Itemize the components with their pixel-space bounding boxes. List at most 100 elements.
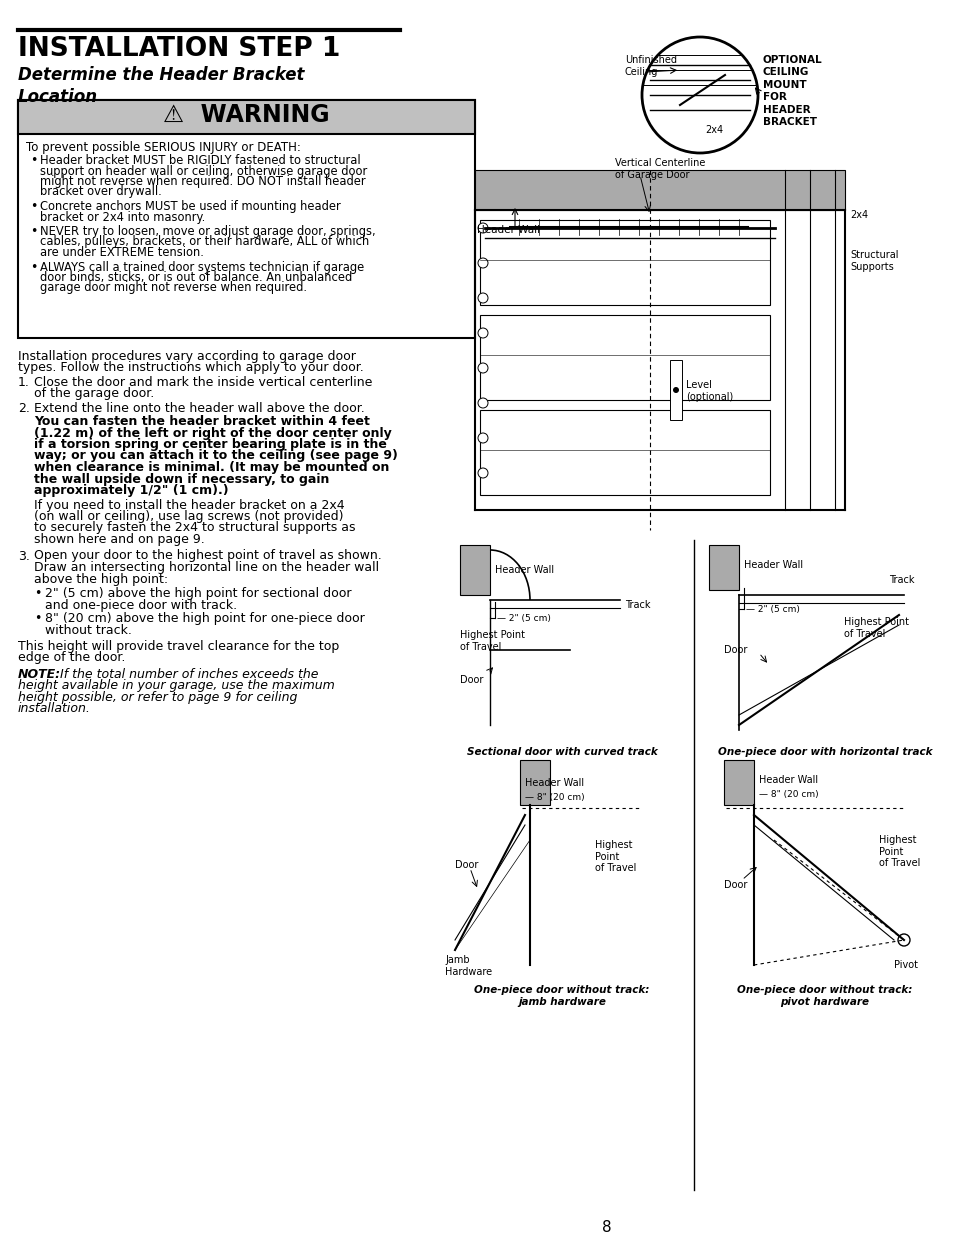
Text: One-piece door without track:
jamb hardware: One-piece door without track: jamb hardw… [474,986,649,1008]
Text: Door: Door [723,881,746,890]
Text: Pivot: Pivot [893,960,917,969]
Text: Header Wall: Header Wall [524,778,583,788]
Bar [723,760,753,805]
Text: garage door might not reverse when required.: garage door might not reverse when requi… [40,282,307,294]
Text: of the garage door.: of the garage door. [34,388,154,400]
Text: edge of the door.: edge of the door. [18,652,125,664]
Text: Highest Point
of Travel: Highest Point of Travel [843,618,908,638]
Text: without track.: without track. [45,624,132,636]
Text: •: • [30,200,37,212]
Text: when clearance is minimal. (It may be mounted on: when clearance is minimal. (It may be mo… [34,461,389,474]
Text: shown here and on page 9.: shown here and on page 9. [34,534,205,546]
Text: Close the door and mark the inside vertical centerline: Close the door and mark the inside verti… [34,375,372,389]
Text: if a torsion spring or center bearing plate is in the: if a torsion spring or center bearing pl… [34,438,387,451]
Text: NEVER try to loosen, move or adjust garage door, springs,: NEVER try to loosen, move or adjust gara… [40,225,375,238]
Text: To prevent possible SERIOUS INJURY or DEATH:: To prevent possible SERIOUS INJURY or DE… [26,141,300,154]
Circle shape [672,387,679,393]
Bar [459,545,490,595]
Circle shape [641,37,758,153]
Text: — 8" (20 cm): — 8" (20 cm) [759,790,818,799]
Text: Header Wall: Header Wall [743,559,802,571]
Text: Header Wall: Header Wall [759,776,818,785]
Text: Determine the Header Bracket
Location: Determine the Header Bracket Location [18,65,304,106]
Circle shape [477,224,488,233]
Text: 8: 8 [601,1220,611,1235]
Text: 8" (20 cm) above the high point for one-piece door: 8" (20 cm) above the high point for one-… [45,613,364,625]
Text: bracket over drywall.: bracket over drywall. [40,185,162,199]
Text: Track: Track [888,576,914,585]
Text: •: • [30,225,37,238]
Circle shape [897,934,909,946]
Text: height possible, or refer to page 9 for ceiling: height possible, or refer to page 9 for … [18,692,297,704]
Text: •: • [30,261,37,273]
Bar [708,545,739,590]
Text: way; or you can attach it to the ceiling (see page 9): way; or you can attach it to the ceiling… [34,450,397,462]
Text: This height will provide travel clearance for the top: This height will provide travel clearanc… [18,640,339,653]
Text: types. Follow the instructions which apply to your door.: types. Follow the instructions which app… [18,362,363,374]
Text: — 2" (5 cm): — 2" (5 cm) [745,605,799,614]
Text: Track: Track [624,600,650,610]
Text: Sectional door with curved track: Sectional door with curved track [466,747,657,757]
Bar [475,170,844,210]
Text: and one-piece door with track.: and one-piece door with track. [45,599,237,611]
Text: Door: Door [459,676,483,685]
Bar [479,315,769,400]
Text: You can fasten the header bracket within 4 feet: You can fasten the header bracket within… [34,415,370,429]
Text: above the high point:: above the high point: [34,573,168,585]
Text: One-piece door with horizontal track: One-piece door with horizontal track [717,747,931,757]
Text: Door: Door [723,645,746,655]
Text: Header bracket MUST be RIGIDLY fastened to structural: Header bracket MUST be RIGIDLY fastened … [40,154,360,167]
Circle shape [477,398,488,408]
Text: OPTIONAL
CEILING
MOUNT
FOR
HEADER
BRACKET: OPTIONAL CEILING MOUNT FOR HEADER BRACKE… [762,56,821,127]
Text: Door: Door [455,860,477,869]
Text: Structural
Supports: Structural Supports [849,249,898,272]
Text: One-piece door without track:
pivot hardware: One-piece door without track: pivot hard… [737,986,912,1008]
Text: Vertical Centerline
of Garage Door: Vertical Centerline of Garage Door [615,158,704,179]
Text: Installation procedures vary according to garage door: Installation procedures vary according t… [18,350,355,363]
Text: (on wall or ceiling), use lag screws (not provided): (on wall or ceiling), use lag screws (no… [34,510,343,522]
Text: — 2" (5 cm): — 2" (5 cm) [497,614,550,622]
Text: Unfinished
Ceiling: Unfinished Ceiling [624,56,677,77]
Text: approximately 1/2" (1 cm).): approximately 1/2" (1 cm).) [34,484,229,496]
Text: Level
(optional): Level (optional) [685,380,733,401]
Text: Highest
Point
of Travel: Highest Point of Travel [878,835,920,868]
Circle shape [477,433,488,443]
Text: support on header wall or ceiling, otherwise garage door: support on header wall or ceiling, other… [40,164,367,178]
Text: 3.: 3. [18,550,30,562]
Text: are under EXTREME tension.: are under EXTREME tension. [40,246,204,259]
Text: — 8" (20 cm): — 8" (20 cm) [524,793,584,802]
Circle shape [477,468,488,478]
Bar [519,760,550,805]
Text: (1.22 m) of the left or right of the door center only: (1.22 m) of the left or right of the doo… [34,426,392,440]
Text: ALWAYS call a trained door systems technician if garage: ALWAYS call a trained door systems techn… [40,261,364,273]
Text: installation.: installation. [18,703,91,715]
Text: •: • [34,587,41,600]
Circle shape [477,258,488,268]
Text: the wall upside down if necessary, to gain: the wall upside down if necessary, to ga… [34,473,329,485]
Text: ⚠  WARNING: ⚠ WARNING [163,103,330,127]
Text: Extend the line onto the header wall above the door.: Extend the line onto the header wall abo… [34,403,364,415]
Text: •: • [34,613,41,625]
Bar [669,359,681,420]
Bar [18,100,475,338]
Circle shape [477,363,488,373]
Text: 2" (5 cm) above the high point for sectional door: 2" (5 cm) above the high point for secti… [45,587,351,600]
Text: cables, pulleys, brackets, or their hardware, ALL of which: cables, pulleys, brackets, or their hard… [40,236,369,248]
Text: Jamb
Hardware: Jamb Hardware [444,955,492,977]
Text: height available in your garage, use the maximum: height available in your garage, use the… [18,679,335,693]
Text: Header Wall: Header Wall [476,225,539,235]
Text: If you need to install the header bracket on a 2x4: If you need to install the header bracke… [34,499,344,511]
Bar [18,100,475,135]
Text: Open your door to the highest point of travel as shown.: Open your door to the highest point of t… [34,550,381,562]
Text: Highest Point
of Travel: Highest Point of Travel [459,630,524,652]
Text: might not reverse when required. DO NOT install header: might not reverse when required. DO NOT … [40,175,365,188]
Text: 2x4: 2x4 [849,210,867,220]
Text: door binds, sticks, or is out of balance. An unbalanced: door binds, sticks, or is out of balance… [40,270,352,284]
Circle shape [477,329,488,338]
Text: bracket or 2x4 into masonry.: bracket or 2x4 into masonry. [40,210,205,224]
Text: Draw an intersecting horizontal line on the header wall: Draw an intersecting horizontal line on … [34,561,378,574]
Text: Header Wall: Header Wall [495,564,554,576]
Text: •: • [30,154,37,167]
Text: 1.: 1. [18,375,30,389]
Text: to securely fasten the 2x4 to structural supports as: to securely fasten the 2x4 to structural… [34,521,355,535]
